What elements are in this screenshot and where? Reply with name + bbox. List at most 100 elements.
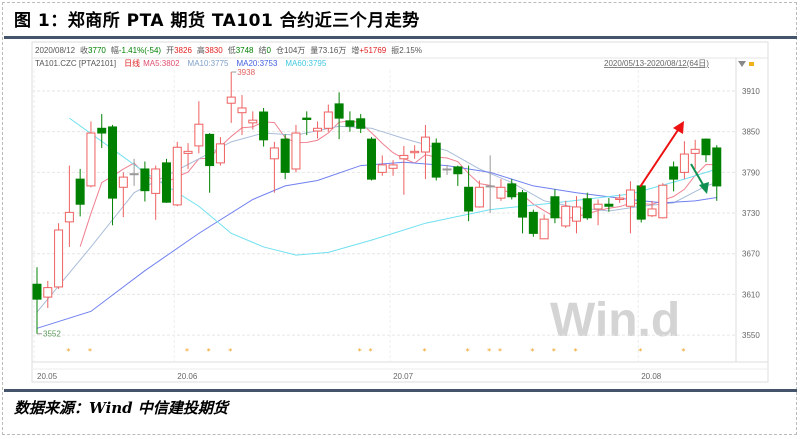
candle [172,141,182,207]
candle [215,137,225,166]
candle [161,158,171,203]
footer-divider [4,389,797,392]
down-arrow-head [699,182,709,194]
candle [658,183,668,219]
candle-body [593,203,603,210]
candle [636,184,646,223]
candle [712,145,722,201]
candle [237,95,247,136]
candle-body [539,218,549,240]
candle [518,189,528,234]
event-star-icon: * [574,347,578,356]
legend-entry: MA60:3795 [285,59,326,68]
candle-body [366,138,376,180]
event-star-icon: * [207,347,211,356]
candle-body [431,142,441,178]
candle [302,111,312,136]
date-range-label[interactable]: 2020/05/13-2020/08/12(64日) [604,59,709,68]
candle-body [712,147,722,187]
candle [54,223,64,289]
candle [442,164,452,176]
candle [259,107,269,147]
ma-line-ma60 [69,117,717,256]
candle-body [151,168,161,194]
info-value: 0 [266,46,271,55]
candle [561,200,571,228]
candle-body [291,132,301,170]
candle [280,134,290,180]
candle [485,155,495,214]
candle-body [280,138,290,173]
candle-body [625,189,635,207]
candle-body [194,123,204,147]
lock-icon[interactable] [749,62,754,66]
info-value: 2.15% [399,46,422,55]
candle-body [54,229,64,288]
candle-body [75,178,85,205]
candle [194,101,204,154]
candle-body [97,127,107,134]
info-label: 开 [166,46,174,55]
y-tick-label: 3910 [742,87,760,96]
legend-entry: MA20:3753 [236,59,277,68]
info-label: 仓 [276,45,284,55]
x-tick-label: 20.06 [177,372,198,381]
candle-body [690,148,700,154]
candle-body [356,118,366,129]
x-tick-label: 20.05 [37,372,58,381]
candle-body [248,119,258,124]
candle [625,181,635,234]
candle-body [636,185,646,220]
candle-body [215,143,225,164]
candle-body [140,168,150,192]
info-value: -1.41%(-54) [119,46,162,55]
up-arrow-annotation [639,126,681,188]
info-value: 73.16万 [318,46,346,55]
info-value: 3748 [236,46,254,55]
candle-body [464,186,474,212]
candle-body [108,126,118,199]
candle-body [86,132,96,187]
candle [388,160,398,176]
info-label: 结 [258,45,266,55]
candle [593,199,603,226]
event-star-icon: * [358,347,362,356]
data-source: 数据来源：Wind 中信建投期货 [14,399,228,417]
price-annotation: 3938 [237,68,255,77]
y-tick-label: 3610 [742,290,760,299]
candle-body [323,111,333,129]
candle [64,165,74,247]
legend-entry: 日线 [124,58,140,68]
candle-body [507,183,517,198]
event-star-icon: * [466,347,470,356]
candle-body [572,206,581,222]
candle [205,133,215,193]
x-tick-label: 20.08 [641,372,662,381]
figure-frame [2,2,797,435]
event-star-icon: * [552,347,556,356]
candle [690,139,700,169]
ma-line-ma10 [36,125,717,313]
candle [151,165,161,220]
candle [86,121,96,188]
candle [550,189,560,224]
candle-body [388,164,398,169]
candle-body [485,185,495,188]
info-label: 量 [310,46,318,55]
up-arrow-head [673,121,684,134]
info-label: 振 [391,45,399,55]
candle [43,280,53,308]
triangle-down-icon[interactable] [738,61,746,67]
info-line: 2020/08/12 收3770 幅-1.41%(-54) 开3826 高3830 低37… [35,45,422,55]
price-annotation: 3552 [43,330,61,339]
candle-body [129,173,139,176]
candle [334,92,344,140]
event-star-icon: * [66,347,70,356]
y-tick-label: 3790 [742,168,760,177]
candle [366,137,376,181]
figure-title: 图 1：郑商所 PTA 期货 TA101 合约近三个月走势 [14,11,420,31]
candle [97,114,107,148]
candle [399,145,409,195]
candle-body [442,168,452,171]
info-label: 收 [80,45,88,55]
